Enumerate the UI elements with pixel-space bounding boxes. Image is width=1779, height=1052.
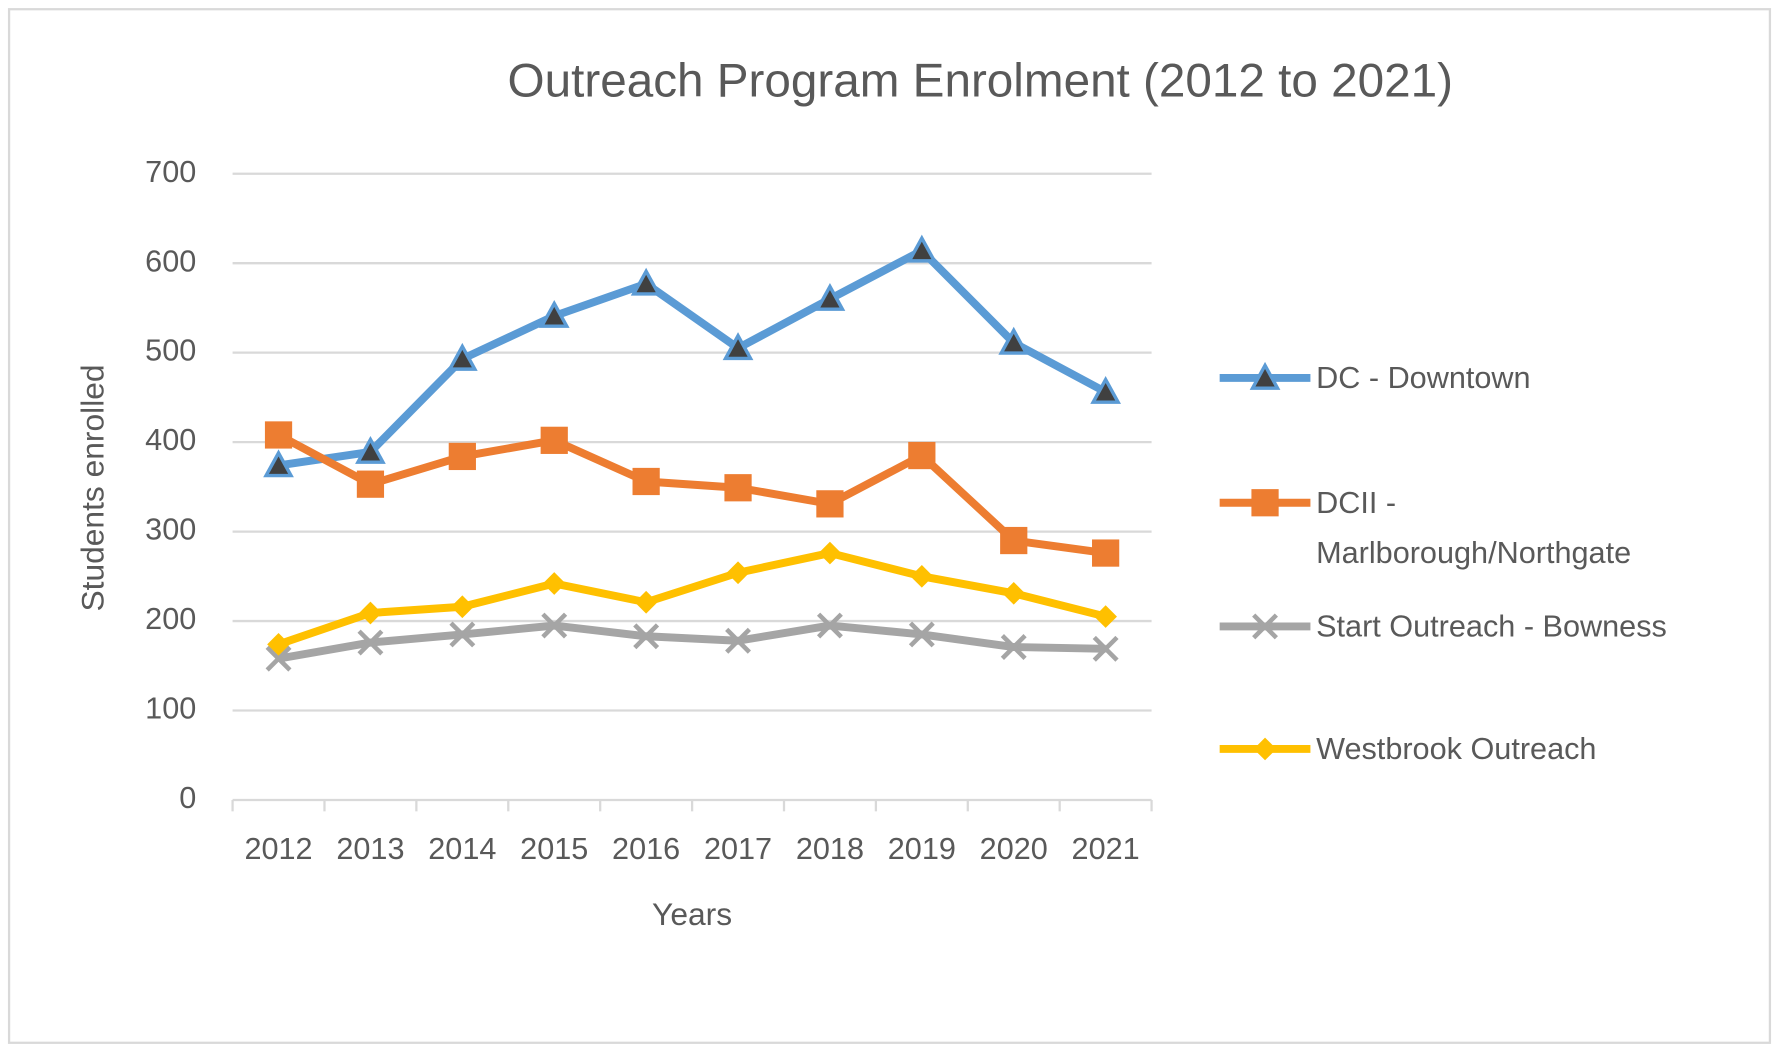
data-point <box>1094 605 1117 628</box>
x-tick-label: 2021 <box>1072 832 1140 866</box>
x-tick-label: 2016 <box>612 832 680 866</box>
data-point <box>357 629 384 656</box>
x-tick-label: 2019 <box>888 832 956 866</box>
data-point <box>1092 635 1119 662</box>
x-tick-label: 2012 <box>244 832 312 866</box>
y-tick-label: 400 <box>145 423 196 457</box>
data-point <box>359 601 382 625</box>
data-point <box>814 282 846 311</box>
data-point <box>725 627 751 654</box>
data-point <box>726 561 750 585</box>
data-point <box>356 470 385 498</box>
data-point <box>724 474 752 502</box>
legend-item: Westbrook Outreach <box>1316 731 1597 766</box>
data-point <box>1002 581 1026 605</box>
y-tick-label: 100 <box>145 692 196 726</box>
data-point <box>906 234 938 263</box>
data-point <box>450 595 474 619</box>
legend-item: Start Outreach - Bowness <box>1316 609 1667 644</box>
x-tick-label: 2015 <box>520 832 588 866</box>
legend-marker <box>1249 361 1281 390</box>
x-tick-label: 2020 <box>980 832 1048 866</box>
data-point <box>1000 526 1028 555</box>
data-point <box>630 267 662 296</box>
data-point <box>1092 539 1120 567</box>
y-tick-label: 700 <box>145 155 196 189</box>
y-tick-label: 500 <box>145 334 196 368</box>
y-tick-label: 0 <box>179 781 196 815</box>
data-point <box>633 623 660 650</box>
data-point <box>632 467 660 496</box>
y-axis-label: Students enrolled <box>75 364 111 611</box>
y-tick-label: 300 <box>145 513 196 547</box>
series-line <box>277 621 1106 663</box>
data-point <box>1000 634 1027 660</box>
data-point <box>908 621 935 648</box>
data-point <box>1090 376 1121 404</box>
legend-label: Start Outreach - Bowness <box>1316 609 1667 644</box>
series-line <box>277 246 1108 470</box>
x-axis-label: Years <box>652 896 732 932</box>
x-tick-label: 2013 <box>336 832 404 866</box>
data-point <box>910 564 934 588</box>
data-point <box>998 326 1030 355</box>
data-point <box>722 332 754 361</box>
data-point <box>908 441 936 470</box>
legend-marker <box>1251 489 1279 517</box>
data-point <box>355 435 386 464</box>
data-point <box>542 572 566 595</box>
data-point <box>634 590 658 614</box>
data-point <box>263 449 294 478</box>
data-point <box>449 621 476 648</box>
legend-item: DCII - Marlborough/Northgate <box>1316 485 1632 570</box>
legend-marker <box>1253 737 1277 761</box>
chart-border <box>7 8 1772 1044</box>
data-point <box>816 612 843 639</box>
x-tick-label: 2018 <box>796 832 864 866</box>
legend-label: Westbrook Outreach <box>1316 731 1597 766</box>
legend-marker <box>1252 613 1278 640</box>
series-line <box>277 549 1107 649</box>
data-point <box>541 612 568 639</box>
data-point <box>446 342 478 371</box>
legend-item: DC - Downtown <box>1316 360 1531 395</box>
x-tick-label: 2014 <box>428 832 496 866</box>
legend-label: DC - Downtown <box>1316 360 1531 395</box>
data-point <box>540 426 568 454</box>
y-tick-label: 200 <box>145 602 196 636</box>
data-point <box>818 541 842 565</box>
data-point <box>265 645 292 672</box>
data-point <box>816 490 844 518</box>
data-point <box>448 442 476 471</box>
y-tick-label: 600 <box>145 244 196 278</box>
chart-title: Outreach Program Enrolment (2012 to 2021… <box>508 55 1453 108</box>
legend-label: DCII - Marlborough/Northgate <box>1316 485 1632 570</box>
data-point <box>264 421 293 449</box>
data-point <box>538 299 570 328</box>
series-line <box>276 431 1107 557</box>
x-tick-label: 2017 <box>704 832 772 866</box>
